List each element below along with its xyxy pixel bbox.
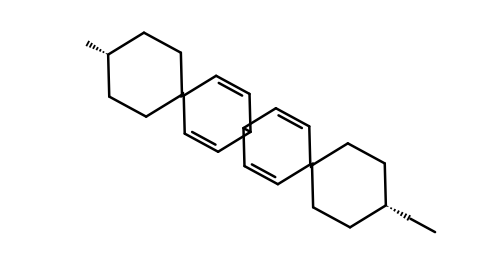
Polygon shape <box>310 163 314 168</box>
Polygon shape <box>180 92 184 97</box>
